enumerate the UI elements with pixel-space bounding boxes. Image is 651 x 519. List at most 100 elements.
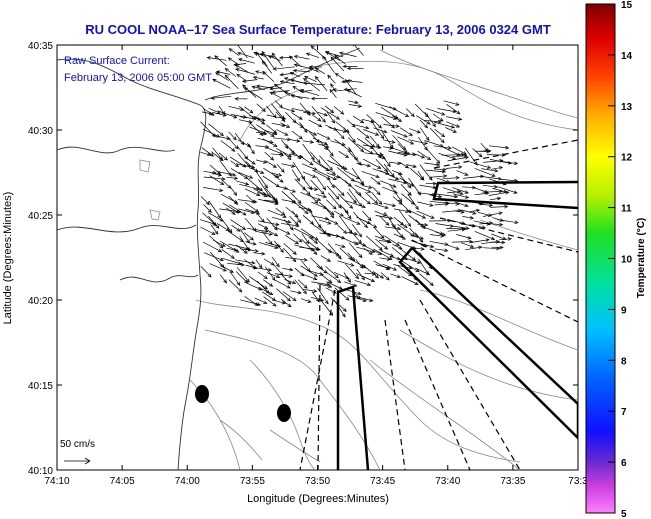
- current-vector-head: [258, 187, 263, 192]
- current-vector-head: [411, 257, 417, 261]
- current-vector: [282, 267, 293, 271]
- current-vector-head: [309, 140, 315, 144]
- current-vector: [416, 115, 431, 125]
- current-vector-head: [279, 151, 284, 155]
- current-vector: [299, 155, 314, 166]
- current-vector-head: [423, 141, 429, 145]
- current-vector: [355, 273, 375, 282]
- current-vector: [200, 196, 210, 205]
- current-vector: [261, 230, 273, 245]
- current-vector-head: [208, 111, 214, 116]
- x-tick-label: 73:40: [435, 476, 460, 487]
- current-vector: [253, 188, 266, 196]
- current-vector-head: [374, 274, 380, 279]
- current-vector-head: [283, 186, 289, 190]
- current-vector: [389, 184, 402, 202]
- current-vector: [390, 130, 408, 138]
- bathymetry-contours: [139, 49, 578, 470]
- current-vector-head: [271, 276, 276, 282]
- x-tick-label: 73:45: [370, 476, 395, 487]
- current-vector-head: [292, 86, 297, 90]
- current-vector-head: [384, 245, 389, 250]
- current-vector: [326, 185, 340, 200]
- current-vector: [229, 271, 240, 286]
- current-vector: [409, 234, 424, 240]
- current-vector: [480, 176, 502, 180]
- current-vector-head: [286, 284, 291, 289]
- current-vector-head: [306, 207, 312, 212]
- current-vector: [370, 120, 384, 139]
- current-vector: [302, 140, 314, 143]
- current-vector: [324, 105, 334, 113]
- current-vector-head: [234, 96, 239, 101]
- current-vector-head: [396, 256, 402, 261]
- current-vector: [409, 128, 421, 134]
- current-vector-head: [235, 249, 240, 253]
- current-vector: [355, 259, 364, 269]
- current-vector-head: [253, 199, 258, 204]
- current-vector-head: [369, 298, 374, 302]
- colorbar-tick-label: 10: [621, 255, 633, 266]
- current-vector-head: [251, 260, 256, 265]
- current-vector-head: [232, 136, 237, 141]
- current-vector-head: [335, 116, 341, 120]
- current-vector-head: [299, 89, 304, 93]
- current-vector: [399, 127, 413, 136]
- current-vector: [462, 216, 474, 219]
- current-vector-head: [281, 211, 286, 216]
- current-vector: [212, 112, 227, 116]
- current-vector: [293, 120, 304, 128]
- current-vector-head: [497, 196, 502, 201]
- current-vector-head: [397, 118, 403, 122]
- current-vector-head: [255, 84, 261, 89]
- current-vector-head: [450, 125, 456, 129]
- current-vector-head: [319, 272, 324, 276]
- current-vector-head: [291, 199, 296, 204]
- current-vector: [240, 228, 250, 244]
- current-vector: [454, 201, 469, 207]
- current-vector-head: [432, 185, 438, 190]
- current-vector: [483, 160, 503, 163]
- current-vector-head: [335, 234, 341, 238]
- current-vector: [252, 252, 265, 255]
- current-vector: [435, 231, 446, 236]
- current-vector: [447, 191, 461, 194]
- current-vector-head: [310, 96, 315, 101]
- current-vector: [253, 76, 264, 80]
- current-vector: [300, 259, 311, 273]
- current-vector: [274, 100, 283, 109]
- current-vector: [445, 127, 457, 133]
- current-vector: [348, 257, 367, 269]
- current-vector: [293, 227, 314, 239]
- current-vector: [255, 259, 263, 269]
- colorbar-tick-label: 6: [621, 458, 627, 469]
- current-vector-head: [457, 189, 462, 194]
- current-vector: [348, 188, 362, 207]
- current-vector: [429, 127, 445, 143]
- current-vector-head: [478, 245, 483, 250]
- current-vector: [255, 171, 268, 189]
- current-vector-head: [309, 161, 314, 166]
- current-vector-head: [499, 245, 504, 250]
- current-vector-head: [463, 153, 468, 158]
- current-vector: [401, 276, 419, 285]
- current-vector: [266, 114, 286, 120]
- current-vector: [318, 201, 335, 215]
- current-vector-head: [334, 274, 339, 279]
- current-vector-head: [331, 184, 335, 189]
- current-vector-head: [349, 204, 354, 209]
- current-vector: [271, 52, 283, 67]
- current-vector: [316, 176, 326, 191]
- current-vector: [334, 138, 352, 152]
- current-vector-head: [251, 85, 256, 90]
- current-vector: [211, 151, 224, 161]
- current-vector: [326, 199, 337, 210]
- current-vector: [400, 260, 420, 273]
- current-vector-head: [392, 184, 397, 188]
- current-vector-head: [426, 120, 431, 125]
- current-vector: [226, 176, 238, 179]
- current-vector: [452, 225, 469, 229]
- current-vector-head: [339, 213, 344, 217]
- current-vector: [262, 138, 278, 147]
- current-vector: [372, 271, 384, 279]
